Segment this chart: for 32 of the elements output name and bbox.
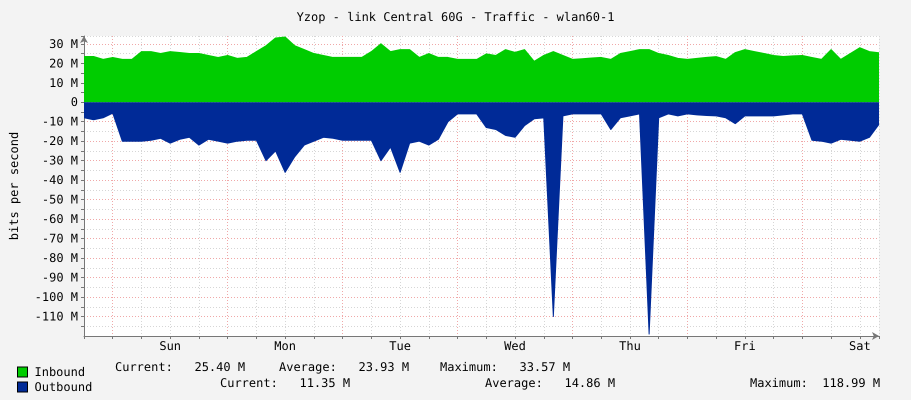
x-tick-label: Sat: [849, 339, 871, 353]
text: Current: 11.35 M: [220, 376, 350, 390]
y-tick-label: 30 M: [49, 36, 78, 51]
y-tick-label: 10 M: [49, 76, 78, 90]
text: Average: 23.93 M: [279, 360, 410, 374]
y-tick-label: -100 M: [34, 290, 78, 304]
text: Maximum: 33.57 M: [440, 360, 570, 374]
x-tick-label: Sun: [159, 339, 182, 353]
y-tick-label: -70 M: [42, 232, 78, 246]
y-tick-label: -10 M: [42, 114, 78, 129]
x-tick-label: Mon: [274, 339, 296, 353]
text: Maximum: 118.99 M: [750, 376, 880, 390]
y-tick-label: -80 M: [42, 251, 78, 266]
text: Current: 25.40 M: [115, 360, 246, 374]
legend-label: Outbound: [34, 380, 92, 394]
y-tick-label: -40 M: [42, 173, 78, 188]
y-tick-label: -110 M: [34, 310, 78, 324]
y-tick-label: -90 M: [42, 270, 78, 285]
text: Average: 14.86 M: [485, 376, 616, 390]
x-tick-label: Thu: [619, 339, 641, 353]
y-tick-label: 20 M: [49, 56, 78, 70]
x-tick-label: Tue: [389, 339, 411, 353]
y-tick-label: 0: [70, 95, 78, 110]
legend-label: Inbound: [34, 365, 86, 379]
y-axis-title: bits per second: [7, 132, 21, 240]
y-tick-label: -60 M: [42, 212, 78, 226]
y-tick-label: -50 M: [42, 192, 78, 207]
y-tick-label: -20 M: [42, 134, 78, 148]
y-tick-label: -30 M: [42, 154, 78, 168]
chart-title: Yzop - link Central 60G - Traffic - wlan60-1: [296, 10, 614, 24]
x-tick-label: Wed: [504, 339, 526, 353]
x-tick-label: Fri: [734, 339, 756, 353]
